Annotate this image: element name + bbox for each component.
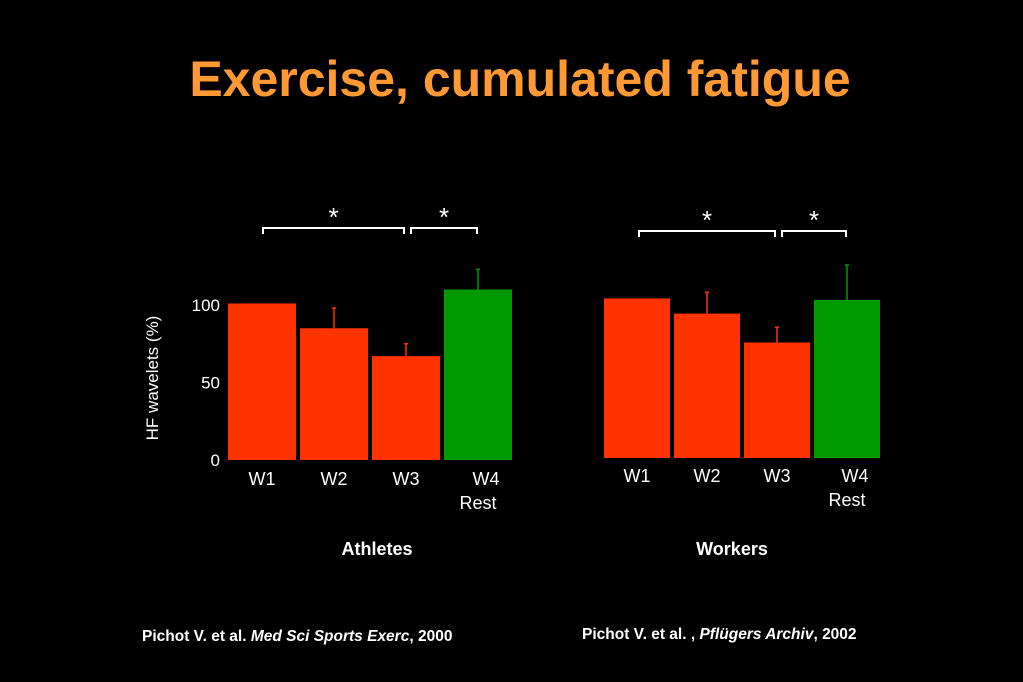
significance-bracket	[262, 227, 405, 234]
bar-w4	[444, 289, 512, 460]
category-label-line: Rest	[828, 490, 865, 510]
category-label-line: Rest	[459, 493, 496, 513]
category-label: W1	[624, 466, 651, 486]
significance-star: *	[439, 202, 449, 232]
bar-w3	[744, 342, 810, 458]
citation-authors: Pichot V. et al.	[142, 628, 251, 645]
category-label-line: W1	[249, 469, 276, 489]
y-axis-label: HF wavelets (%)	[143, 316, 162, 441]
citation-year: , 2002	[813, 626, 857, 643]
significance-star: *	[809, 205, 819, 235]
panel-title: Athletes	[341, 539, 412, 559]
y-tick-label: 50	[201, 374, 220, 393]
citation-athletes: Pichot V. et al. Med Sci Sports Exerc, 2…	[142, 628, 452, 646]
y-tick-label: 0	[211, 451, 220, 470]
significance-bracket	[410, 227, 478, 234]
significance-bracket	[781, 230, 847, 237]
panel-title: Workers	[696, 539, 768, 559]
category-label: W4 Rest	[828, 466, 868, 510]
bar-w1	[604, 298, 670, 458]
bar-w2	[300, 328, 368, 460]
citation-journal: Med Sci Sports Exerc	[250, 628, 410, 645]
bar-w3	[372, 356, 440, 460]
y-tick-label: 100	[192, 296, 220, 315]
category-label-line: W2	[694, 466, 721, 486]
bar-w2	[674, 313, 740, 458]
category-label: W3	[764, 466, 791, 486]
category-label: W1	[249, 469, 276, 489]
citation-authors: Pichot V. et al. ,	[582, 626, 700, 643]
citation-workers: Pichot V. et al. , Pflügers Archiv, 2002	[582, 626, 857, 644]
citation-year: , 2000	[409, 628, 453, 645]
category-label: W2	[694, 466, 721, 486]
category-label-line: W4	[473, 469, 500, 489]
category-label: W2	[321, 469, 348, 489]
category-label-line: W2	[321, 469, 348, 489]
significance-star: *	[328, 202, 338, 232]
category-label-line: W1	[624, 466, 651, 486]
category-label-line: W3	[393, 469, 420, 489]
athletes-chart: W1 W2 W3 W4 Rest * * 0 50 100 HF wavelets (%) Athle…	[143, 202, 512, 559]
category-label-line: W4	[842, 466, 869, 486]
workers-chart: W1 W2 W3 W4 Rest * * Workers	[604, 205, 880, 559]
category-label: W3	[393, 469, 420, 489]
bar-w4	[814, 299, 880, 458]
category-label-line: W3	[764, 466, 791, 486]
category-label: W4 Rest	[459, 469, 499, 513]
significance-bracket	[638, 230, 776, 237]
bar-w1	[228, 303, 296, 460]
significance-star: *	[702, 205, 712, 235]
citation-journal: Pflügers Archiv	[699, 626, 814, 643]
slide-title: Exercise, cumulated fatigue	[189, 51, 851, 107]
